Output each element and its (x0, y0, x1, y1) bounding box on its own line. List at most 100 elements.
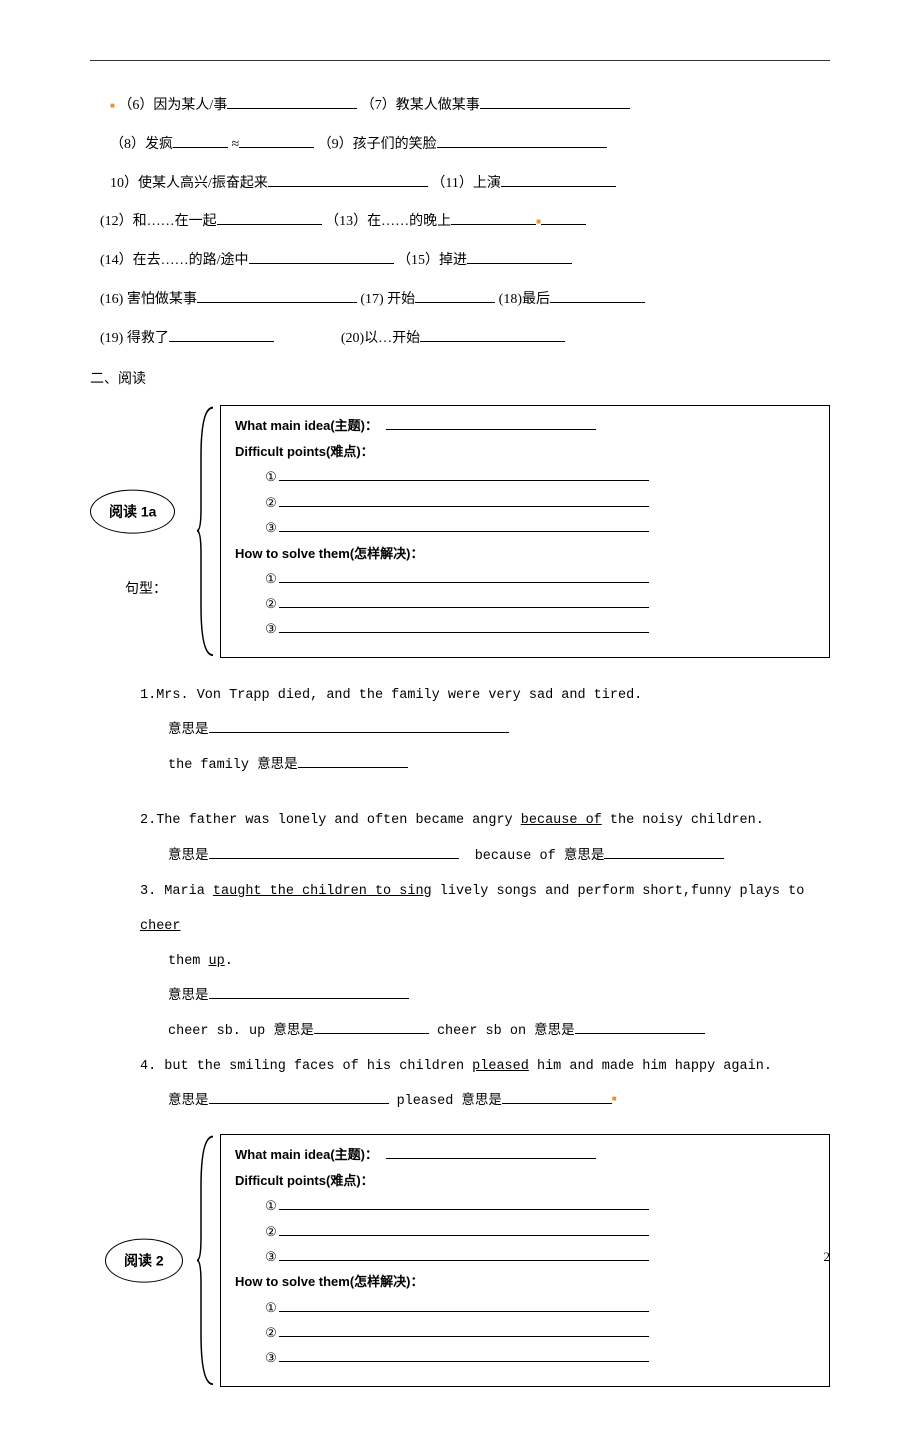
q7-blank[interactable] (480, 92, 630, 109)
r2-sv2-blank[interactable] (279, 1321, 649, 1337)
s3-cheeron-blank[interactable] (575, 1018, 705, 1034)
q15-blank[interactable] (467, 247, 572, 264)
q17-blank[interactable] (415, 286, 495, 303)
num2: ② (263, 492, 279, 517)
s4-meaning-blank[interactable] (209, 1088, 389, 1104)
r2-num2: ② (263, 1221, 279, 1246)
q13-blank2[interactable] (541, 209, 586, 226)
s3-meaning-blank[interactable] (209, 983, 409, 999)
q15-label: （15）掉进 (397, 253, 467, 268)
s2-meaning-label: 意思是 (168, 849, 209, 864)
main-idea-label2: What main idea(主题)： (235, 1147, 378, 1162)
s4-u: pleased (472, 1059, 529, 1074)
q8-blank1[interactable] (173, 131, 228, 148)
q19-label: (19) 得救了 (100, 331, 169, 346)
diff-points-label2: Difficult points(难点)： (235, 1173, 374, 1188)
s3-u2a: cheer (140, 919, 181, 934)
s2-bof-blank[interactable] (604, 842, 724, 858)
s3-cheeron-label: cheer sb on 意思是 (437, 1024, 575, 1039)
s1-family-blank[interactable] (298, 752, 408, 768)
s4: 4. but the smiling faces of his children… (140, 1049, 830, 1084)
num3: ③ (263, 517, 279, 542)
line-19-20: (19) 得救了 (20)以…开始 (100, 324, 830, 355)
s2-meaning-blank[interactable] (209, 842, 459, 858)
q12-blank[interactable] (217, 209, 322, 226)
r2-num3b: ③ (263, 1347, 279, 1372)
q10-label: 10）使某人高兴/振奋起来 (110, 176, 268, 191)
s1-family-label: the family 意思是 (168, 758, 298, 773)
line-16-18: (16) 害怕做某事 (17) 开始 (18)最后 (100, 285, 830, 316)
line-10-11: 10）使某人高兴/振奋起来 （11）上演 (110, 169, 830, 200)
diff-points-label: Difficult points(难点)： (235, 444, 374, 459)
q18-blank[interactable] (550, 286, 645, 303)
s3-cheerup-blank[interactable] (314, 1018, 429, 1034)
s3-cheerup-label: cheer sb. up 意思是 (168, 1024, 314, 1039)
r2-dp3-blank[interactable] (279, 1245, 649, 1261)
s1-meaning-blank[interactable] (209, 717, 509, 733)
q11-blank[interactable] (501, 170, 616, 187)
s4-meaning-label: 意思是 (168, 1094, 209, 1109)
s2: 2.The father was lonely and often became… (140, 803, 830, 838)
q7-label: （7）教某人做某事 (361, 98, 480, 113)
reading1-block: 阅读 1a 句型： What main idea(主题)： Difficult … (90, 405, 830, 658)
s4-pleased-blank[interactable] (502, 1088, 612, 1104)
q19-blank[interactable] (169, 325, 274, 342)
q13-blank[interactable] (451, 209, 536, 226)
dp2-blank[interactable] (279, 491, 649, 507)
q20-label: (20)以…开始 (341, 331, 420, 346)
reading2-content: What main idea(主题)： Difficult points(难点)… (220, 1134, 830, 1387)
s2-pre: 2.The father was lonely and often became… (140, 813, 521, 828)
r2-num1: ① (263, 1195, 279, 1220)
q8-label: （8）发疯 (110, 137, 173, 152)
reading2-label: 阅读 2 (105, 1238, 183, 1283)
approx-symbol: ≈ (232, 137, 240, 152)
dp3-blank[interactable] (279, 516, 649, 532)
s2-underline: because of (521, 813, 602, 828)
line-6-7: ■ （6）因为某人/事 （7）教某人做某事 (110, 91, 830, 122)
q11-label: （11）上演 (431, 176, 500, 191)
vocab-section: ■ （6）因为某人/事 （7）教某人做某事 （8）发疯 ≈ （9）孩子们的笑脸 … (90, 91, 830, 355)
main-idea-label: What main idea(主题)： (235, 418, 378, 433)
q16-blank[interactable] (197, 286, 357, 303)
q6-label: （6）因为某人/事 (118, 98, 227, 113)
r2-sv1-blank[interactable] (279, 1296, 649, 1312)
q9-blank[interactable] (437, 131, 607, 148)
sv2-blank[interactable] (279, 593, 649, 609)
dot-icon: ■ (612, 1095, 617, 1104)
q10-blank[interactable] (268, 170, 428, 187)
r2-num3: ③ (263, 1246, 279, 1271)
sv3-blank[interactable] (279, 618, 649, 634)
num3b: ③ (263, 618, 279, 643)
line-8-9: （8）发疯 ≈ （9）孩子们的笑脸 (110, 130, 830, 161)
s4-pre: 4. but the smiling faces of his children (140, 1059, 472, 1074)
num1b: ① (263, 568, 279, 593)
line-14-15: (14）在去……的路/途中 （15）掉进 (100, 246, 830, 277)
s2-bof-label: because of 意思是 (475, 849, 605, 864)
main-idea-blank[interactable] (386, 415, 596, 431)
r2-num1b: ① (263, 1297, 279, 1322)
q14-label: (14）在去……的路/途中 (100, 253, 249, 268)
r2-dp2-blank[interactable] (279, 1220, 649, 1236)
bracket-icon (195, 1134, 215, 1387)
main-idea2-blank[interactable] (386, 1144, 596, 1160)
q13-label: （13）在……的晚上 (325, 214, 451, 229)
q12-label: (12）和……在一起 (100, 214, 217, 229)
r2-dp1-blank[interactable] (279, 1195, 649, 1211)
sentence-analysis: 1.Mrs. Von Trapp died, and the family we… (140, 678, 830, 1119)
r2-sv3-blank[interactable] (279, 1347, 649, 1363)
q14-blank[interactable] (249, 247, 394, 264)
num2b: ② (263, 593, 279, 618)
q20-blank[interactable] (420, 325, 565, 342)
s2-post: the noisy children. (602, 813, 764, 828)
s1-meaning-label: 意思是 (168, 723, 209, 738)
sv1-blank[interactable] (279, 567, 649, 583)
q8-blank2[interactable] (239, 131, 314, 148)
s3-them: them (168, 954, 209, 969)
r2-num2b: ② (263, 1322, 279, 1347)
header-rule (90, 60, 830, 61)
section2-title: 二、阅读 (90, 365, 830, 396)
dot-icon: ■ (110, 101, 115, 110)
q6-blank[interactable] (227, 92, 357, 109)
dp1-blank[interactable] (279, 466, 649, 482)
s4-pleased-label: pleased 意思是 (397, 1094, 502, 1109)
